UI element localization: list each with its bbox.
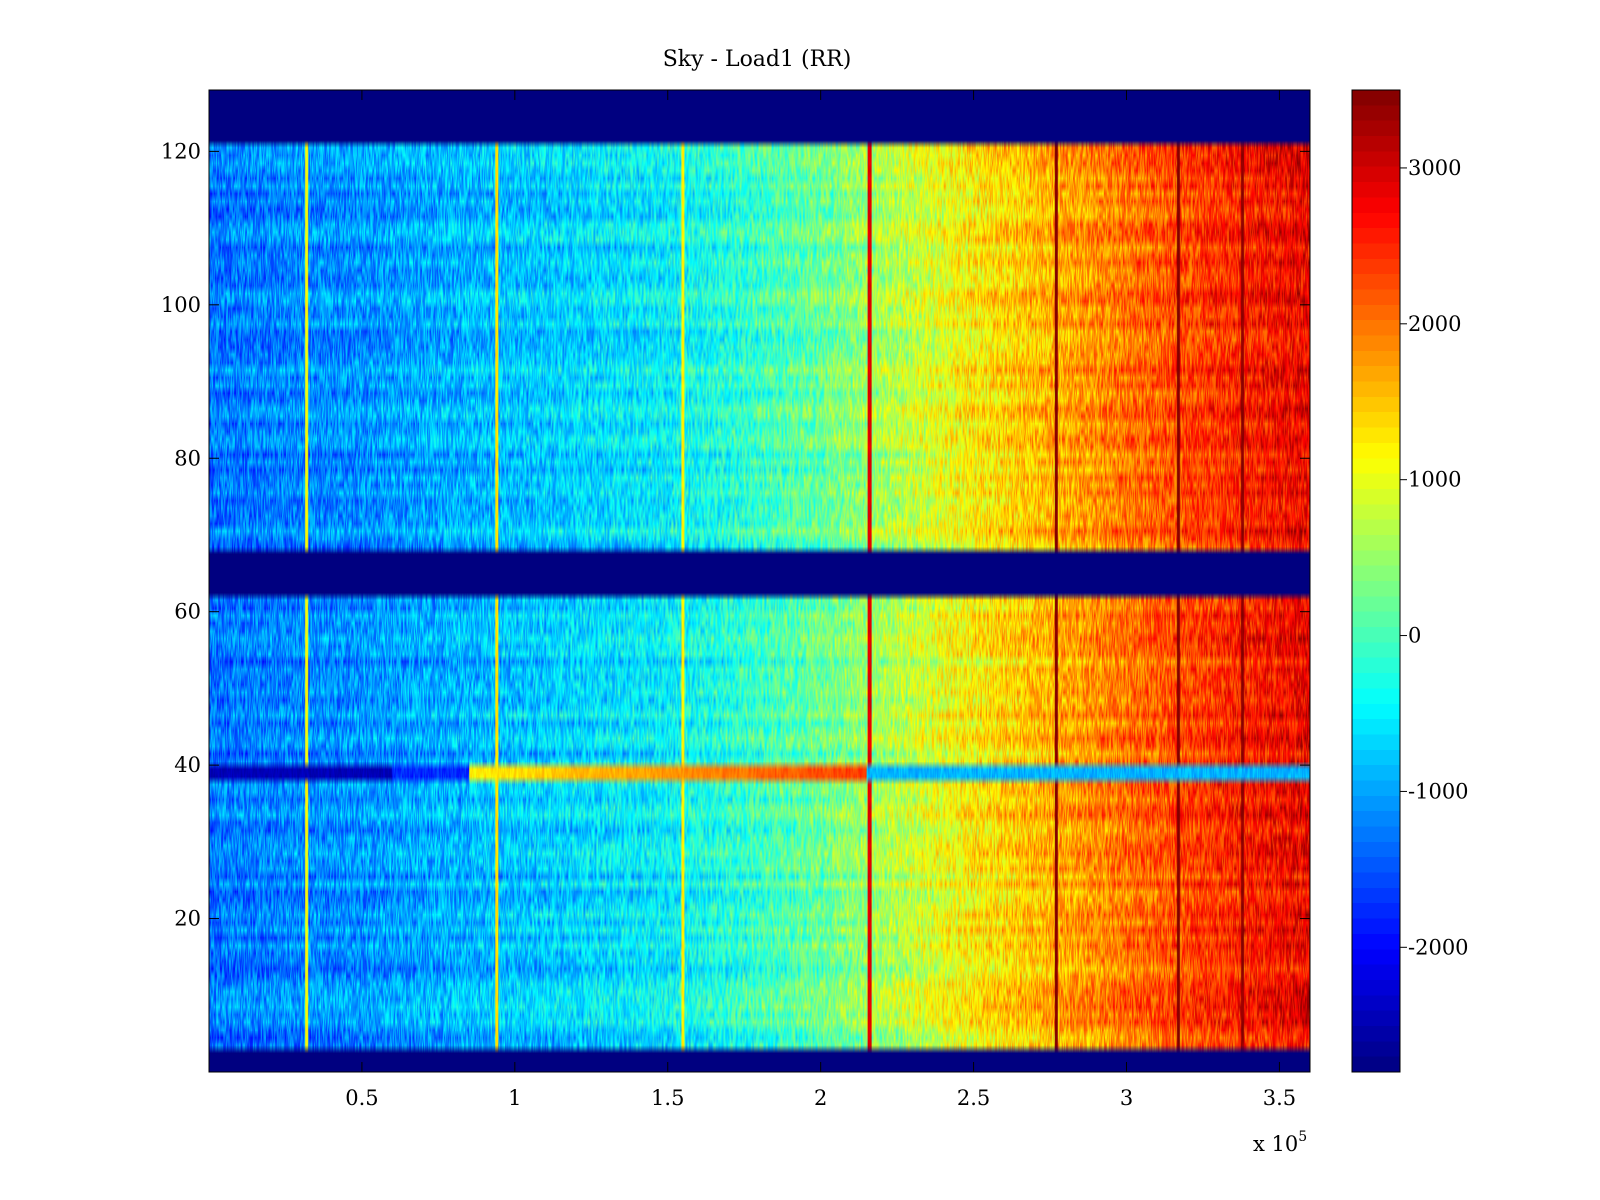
- colorbar-tick-label: -1000: [1408, 779, 1469, 803]
- y-tick-label: 40: [174, 753, 201, 777]
- y-tick-label: 100: [161, 293, 201, 317]
- colorbar-tick-label: 1000: [1408, 468, 1461, 492]
- colorbar: -2000 -1000 0 1000 2000 3000: [1351, 89, 1469, 1073]
- x-tick-label: 1.5: [651, 1086, 684, 1110]
- x-tick-label: 2: [814, 1086, 827, 1110]
- y-axis: 20 40 60 80 100 120: [161, 139, 1310, 931]
- x-tick-label: 1: [508, 1086, 521, 1110]
- x-tick-label: 3.5: [1263, 1086, 1296, 1110]
- chart-title: Sky - Load1 (RR): [663, 47, 852, 72]
- colorbar-tick-label: -2000: [1408, 935, 1469, 959]
- colorbar-frame: [1351, 89, 1401, 1073]
- colorbar-tick-label: 3000: [1408, 156, 1461, 180]
- colorbar-tick-label: 2000: [1408, 312, 1461, 336]
- heatmap-image: [209, 90, 1310, 1072]
- x-axis: 0.5 1 1.5 2 2.5 3 3.5: [345, 90, 1296, 1110]
- x-axis-multiplier: x 105: [1253, 1129, 1307, 1156]
- plot-frame: [208, 89, 1311, 1073]
- x-tick-label: 3: [1120, 1086, 1133, 1110]
- colorbar-gradient: [1352, 90, 1400, 1072]
- plot-area: [208, 89, 1311, 1073]
- colorbar-tick-label: 0: [1408, 624, 1421, 648]
- colorbar-ticks: -2000 -1000 0 1000 2000 3000: [1400, 156, 1469, 959]
- y-tick-label: 120: [161, 139, 201, 163]
- y-tick-label: 20: [174, 907, 201, 931]
- x-tick-label: 0.5: [345, 1086, 378, 1110]
- x-tick-label: 2.5: [957, 1086, 990, 1110]
- y-tick-label: 60: [174, 600, 201, 624]
- y-tick-label: 80: [174, 446, 201, 470]
